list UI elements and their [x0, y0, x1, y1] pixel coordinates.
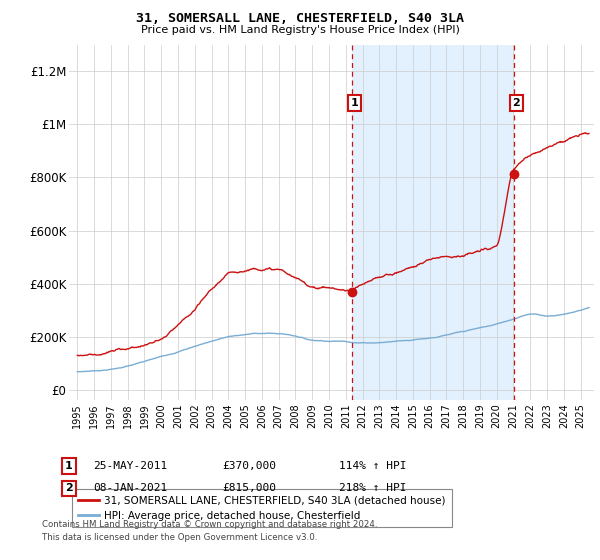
Text: 1: 1	[65, 461, 73, 471]
Text: This data is licensed under the Open Government Licence v3.0.: This data is licensed under the Open Gov…	[42, 533, 317, 542]
Text: 218% ↑ HPI: 218% ↑ HPI	[339, 483, 407, 493]
Text: 114% ↑ HPI: 114% ↑ HPI	[339, 461, 407, 471]
Text: 31, SOMERSALL LANE, CHESTERFIELD, S40 3LA: 31, SOMERSALL LANE, CHESTERFIELD, S40 3L…	[136, 12, 464, 25]
Legend: 31, SOMERSALL LANE, CHESTERFIELD, S40 3LA (detached house), HPI: Average price, : 31, SOMERSALL LANE, CHESTERFIELD, S40 3L…	[71, 489, 452, 527]
Text: 1: 1	[351, 98, 359, 108]
Text: 25-MAY-2011: 25-MAY-2011	[93, 461, 167, 471]
Text: Price paid vs. HM Land Registry's House Price Index (HPI): Price paid vs. HM Land Registry's House …	[140, 25, 460, 35]
Text: £370,000: £370,000	[222, 461, 276, 471]
Bar	[352, 45, 514, 400]
Text: £815,000: £815,000	[222, 483, 276, 493]
Text: 2: 2	[512, 98, 520, 108]
Point	[509, 169, 518, 178]
Point	[347, 287, 357, 296]
Text: 08-JAN-2021: 08-JAN-2021	[93, 483, 167, 493]
Text: Contains HM Land Registry data © Crown copyright and database right 2024.: Contains HM Land Registry data © Crown c…	[42, 520, 377, 529]
Text: 2: 2	[65, 483, 73, 493]
